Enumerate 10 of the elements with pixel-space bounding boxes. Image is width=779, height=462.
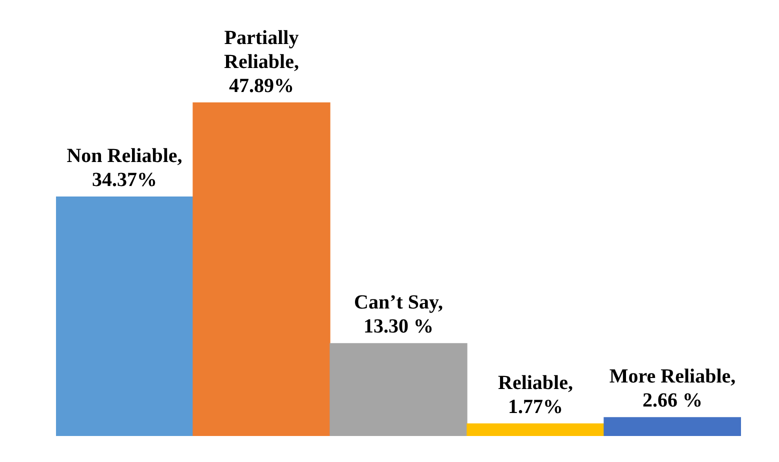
bar	[330, 343, 468, 436]
data-label: Non Reliable, 34.37%	[66, 144, 182, 191]
bar	[56, 196, 194, 436]
data-label: Partially Reliable, 47.89%	[224, 26, 299, 97]
data-label: Can’t Say, 13.30 %	[354, 292, 443, 338]
data-label: Reliable, 1.77%	[498, 372, 573, 418]
data-label: More Reliable, 2.66 %	[609, 366, 736, 412]
bar	[466, 423, 604, 436]
bar	[604, 417, 741, 436]
bar	[192, 102, 330, 436]
